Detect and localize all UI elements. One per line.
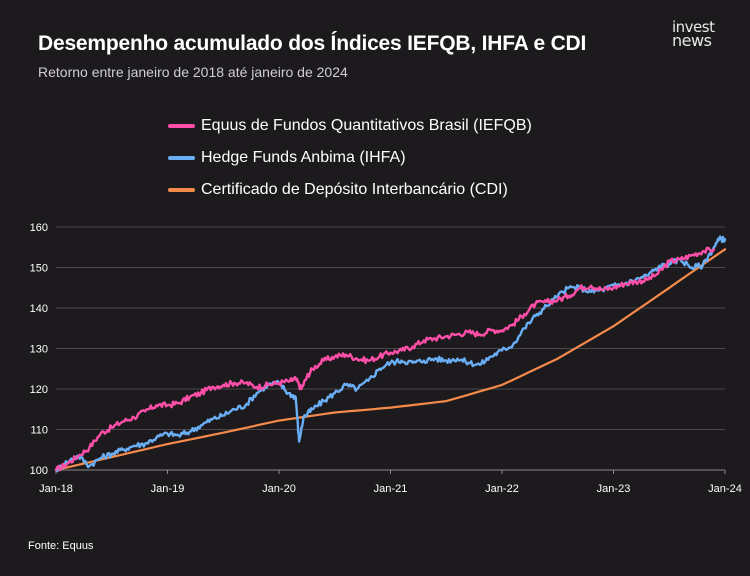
logo-text-top: invest bbox=[672, 18, 715, 36]
legend-item-2: Certificado de Depósito Interbancário (C… bbox=[168, 174, 532, 206]
x-tick-label-3: Jan-21 bbox=[374, 483, 408, 495]
chart-title: Desempenho acumulado dos Índices IEFQB, … bbox=[38, 32, 587, 55]
legend-item-1: Hedge Funds Anbima (IHFA) bbox=[168, 142, 532, 174]
series-line-0 bbox=[54, 246, 716, 472]
chart-subtitle: Retorno entre janeiro de 2018 até janeir… bbox=[38, 64, 348, 80]
y-tick-label-140: 140 bbox=[30, 303, 48, 315]
y-tick-label-120: 120 bbox=[30, 384, 48, 396]
logo-text-bottom: news bbox=[672, 31, 712, 50]
x-tick-label-2: Jan-20 bbox=[262, 483, 296, 495]
x-tick-label-0: Jan-18 bbox=[39, 483, 73, 495]
y-tick-label-160: 160 bbox=[30, 222, 48, 234]
investnews-logo: invest news bbox=[672, 18, 734, 52]
legend-label-2: Certificado de Depósito Interbancário (C… bbox=[201, 181, 508, 198]
legend-swatch-1 bbox=[168, 156, 195, 160]
x-tick-label-4: Jan-22 bbox=[485, 483, 519, 495]
x-tick-label-5: Jan-23 bbox=[597, 483, 631, 495]
y-tick-label-100: 100 bbox=[30, 465, 48, 477]
legend-label-0: Equus de Fundos Quantitativos Brasil (IE… bbox=[201, 117, 532, 134]
y-tick-label-110: 110 bbox=[30, 425, 48, 437]
chart-legend: Equus de Fundos Quantitativos Brasil (IE… bbox=[168, 110, 532, 206]
legend-swatch-2 bbox=[168, 188, 195, 192]
y-tick-label-130: 130 bbox=[30, 344, 48, 356]
legend-item-0: Equus de Fundos Quantitativos Brasil (IE… bbox=[168, 110, 532, 142]
y-tick-label-150: 150 bbox=[30, 263, 48, 275]
series-line-1 bbox=[54, 235, 727, 473]
legend-swatch-0 bbox=[168, 124, 195, 128]
source-note: Fonte: Equus bbox=[28, 540, 94, 552]
legend-label-1: Hedge Funds Anbima (IHFA) bbox=[201, 149, 406, 166]
x-tick-label-1: Jan-19 bbox=[151, 483, 185, 495]
x-tick-label-6: Jan-24 bbox=[708, 483, 742, 495]
series-line-2 bbox=[54, 248, 727, 472]
